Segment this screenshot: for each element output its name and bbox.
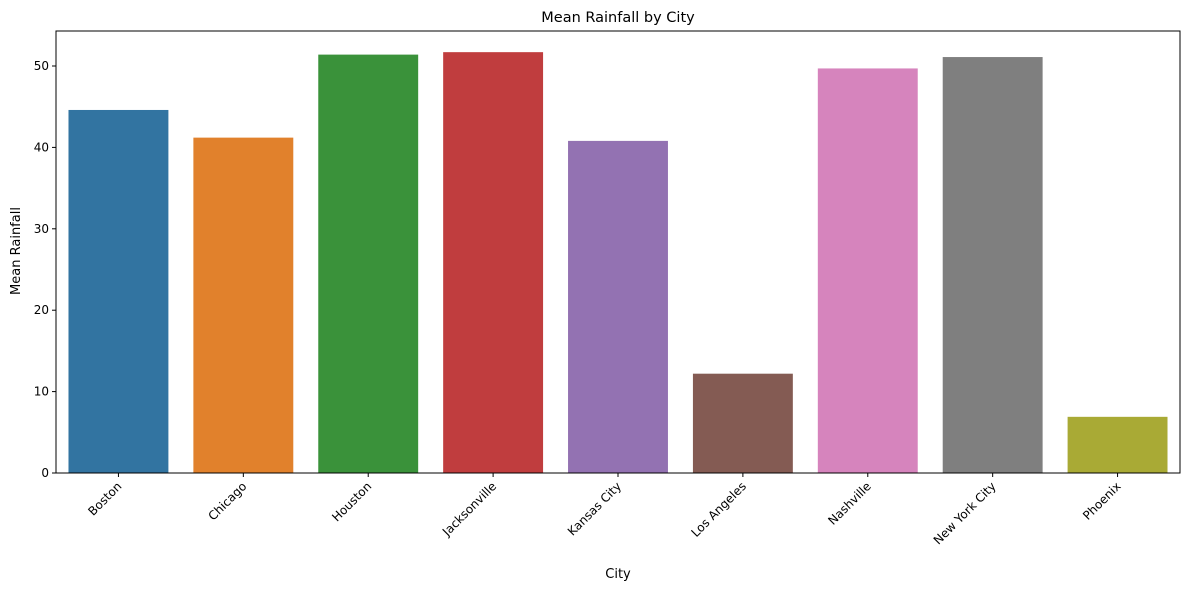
bar-los-angeles [692, 373, 793, 473]
y-tick-label: 50 [34, 59, 49, 73]
bars-layer [68, 52, 1168, 474]
x-tick-label-boston: Boston [85, 479, 124, 518]
y-axis-title: Mean Rainfall [9, 207, 24, 295]
y-tick-label: 0 [41, 466, 49, 480]
y-tick-label: 40 [34, 140, 49, 154]
x-tick-label-chicago: Chicago [205, 479, 249, 523]
y-tick-label: 20 [34, 303, 49, 317]
x-axis-ticks: Boston Chicago Houston Jacksonville Kansas C… [85, 473, 1124, 547]
bar-nashville [817, 68, 918, 473]
bar-jacksonville [443, 52, 544, 473]
bar-houston [318, 54, 419, 474]
bar-new-york-city [942, 57, 1043, 474]
x-tick-label-kansas-city: Kansas City [565, 479, 624, 538]
x-axis-title: City [605, 567, 631, 582]
x-tick-label-nashville: Nashville [825, 479, 874, 528]
y-axis-ticks: 0 10 20 30 40 50 [34, 59, 56, 480]
bar-kansas-city [568, 140, 668, 473]
x-tick-label-houston: Houston [329, 479, 374, 524]
x-tick-label-los-angeles: Los Angeles [688, 479, 749, 540]
bar-boston [68, 109, 169, 474]
chart-title: Mean Rainfall by City [541, 10, 695, 26]
x-tick-label-new-york-city: New York City [931, 479, 999, 547]
bar-chicago [193, 137, 294, 473]
bar-phoenix [1067, 416, 1168, 473]
y-tick-label: 10 [34, 385, 49, 399]
x-tick-label-jacksonville: Jacksonville [439, 479, 499, 539]
y-tick-label: 30 [34, 222, 49, 236]
x-tick-label-phoenix: Phoenix [1080, 479, 1124, 523]
